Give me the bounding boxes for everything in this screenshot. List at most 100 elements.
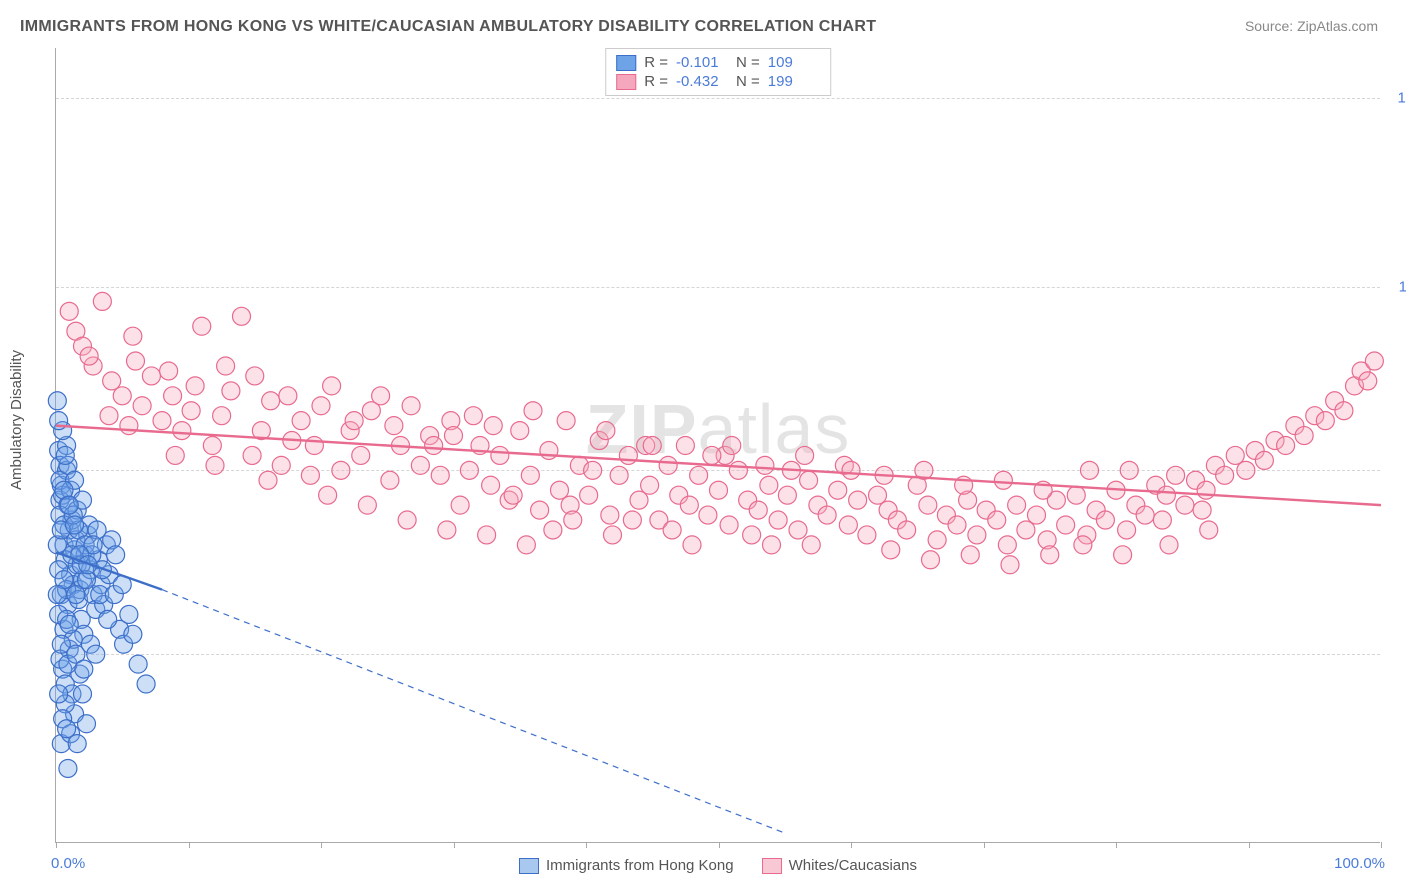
scatter-point: [56, 446, 74, 464]
scatter-point: [922, 551, 940, 569]
scatter-point: [564, 511, 582, 529]
scatter-point: [402, 397, 420, 415]
scatter-point: [305, 437, 323, 455]
scatter-point: [345, 412, 363, 430]
scatter-point: [1359, 372, 1377, 390]
x-tick: [321, 842, 322, 848]
scatter-point: [372, 387, 390, 405]
scatter-point: [166, 446, 184, 464]
scatter-point: [332, 461, 350, 479]
scatter-point: [643, 437, 661, 455]
scatter-point: [193, 317, 211, 335]
scatter-point: [839, 516, 857, 534]
scatter-point: [385, 417, 403, 435]
scatter-point: [87, 645, 105, 663]
scatter-point: [998, 536, 1016, 554]
scatter-point: [451, 496, 469, 514]
scatter-point: [601, 506, 619, 524]
scatter-point: [460, 461, 478, 479]
x-axis-max-label: 100.0%: [1334, 855, 1385, 872]
scatter-point: [213, 407, 231, 425]
scatter-point: [584, 461, 602, 479]
scatter-point: [1193, 501, 1211, 519]
scatter-point: [869, 486, 887, 504]
scatter-point: [124, 625, 142, 643]
scatter-point: [597, 422, 615, 440]
scatter-svg: [56, 48, 1380, 842]
scatter-point: [67, 586, 85, 604]
y-tick-label: 7.5%: [1390, 462, 1406, 479]
plot-area: ZIPatlas 3.8%7.5%11.2%15.0% 0.0% 100.0% …: [55, 48, 1380, 843]
scatter-point: [1335, 402, 1353, 420]
scatter-point: [663, 521, 681, 539]
scatter-point: [113, 387, 131, 405]
scatter-point: [222, 382, 240, 400]
scatter-point: [186, 377, 204, 395]
scatter-point: [723, 437, 741, 455]
scatter-point: [557, 412, 575, 430]
scatter-point: [312, 397, 330, 415]
scatter-point: [323, 377, 341, 395]
scatter-point: [100, 407, 118, 425]
scatter-point: [99, 610, 117, 628]
scatter-point: [137, 675, 155, 693]
scatter-point: [511, 422, 529, 440]
source-attribution: Source: ZipAtlas.com: [1245, 18, 1378, 34]
scatter-point: [160, 362, 178, 380]
scatter-point: [961, 546, 979, 564]
scatter-point: [756, 456, 774, 474]
scatter-point: [133, 397, 151, 415]
r-value-blue: -0.101: [676, 54, 728, 71]
scatter-point: [676, 437, 694, 455]
scatter-point: [968, 526, 986, 544]
scatter-point: [690, 466, 708, 484]
scatter-point: [464, 407, 482, 425]
x-tick: [851, 842, 852, 848]
scatter-point: [142, 367, 160, 385]
scatter-point: [517, 536, 535, 554]
scatter-point: [796, 446, 814, 464]
scatter-point: [1316, 412, 1334, 430]
scatter-point: [411, 456, 429, 474]
series-legend-item-pink: Whites/Caucasians: [762, 857, 917, 874]
scatter-point: [129, 655, 147, 673]
scatter-point: [1118, 521, 1136, 539]
scatter-point: [164, 387, 182, 405]
source-label: Source:: [1245, 18, 1297, 34]
scatter-point: [898, 521, 916, 539]
scatter-point: [858, 526, 876, 544]
scatter-point: [381, 471, 399, 489]
scatter-point: [75, 660, 93, 678]
source-value: ZipAtlas.com: [1297, 18, 1378, 34]
scatter-point: [680, 496, 698, 514]
n-value-blue: 109: [768, 54, 820, 71]
correlation-legend-row-blue: R = -0.101 N = 109: [616, 53, 820, 72]
scatter-point: [80, 347, 98, 365]
series-legend: Immigrants from Hong Kong Whites/Caucasi…: [519, 857, 917, 874]
scatter-point: [710, 481, 728, 499]
scatter-point: [544, 521, 562, 539]
r-label-pink: R =: [644, 73, 668, 90]
scatter-point: [683, 536, 701, 554]
correlation-legend: R = -0.101 N = 109 R = -0.432 N = 199: [605, 48, 831, 96]
scatter-point: [1008, 496, 1026, 514]
scatter-point: [74, 685, 92, 703]
scatter-point: [619, 446, 637, 464]
scatter-point: [425, 437, 443, 455]
scatter-point: [630, 491, 648, 509]
scatter-point: [1295, 427, 1313, 445]
scatter-point: [243, 446, 261, 464]
scatter-point: [431, 466, 449, 484]
x-tick: [586, 842, 587, 848]
scatter-point: [818, 506, 836, 524]
scatter-point: [1365, 352, 1383, 370]
legend-swatch-blue-icon: [519, 858, 539, 874]
x-axis-min-label: 0.0%: [51, 855, 85, 872]
x-tick: [454, 842, 455, 848]
x-tick: [984, 842, 985, 848]
y-tick-label: 11.2%: [1390, 278, 1406, 295]
scatter-point: [531, 501, 549, 519]
scatter-point: [551, 481, 569, 499]
scatter-point: [398, 511, 416, 529]
scatter-point: [842, 461, 860, 479]
